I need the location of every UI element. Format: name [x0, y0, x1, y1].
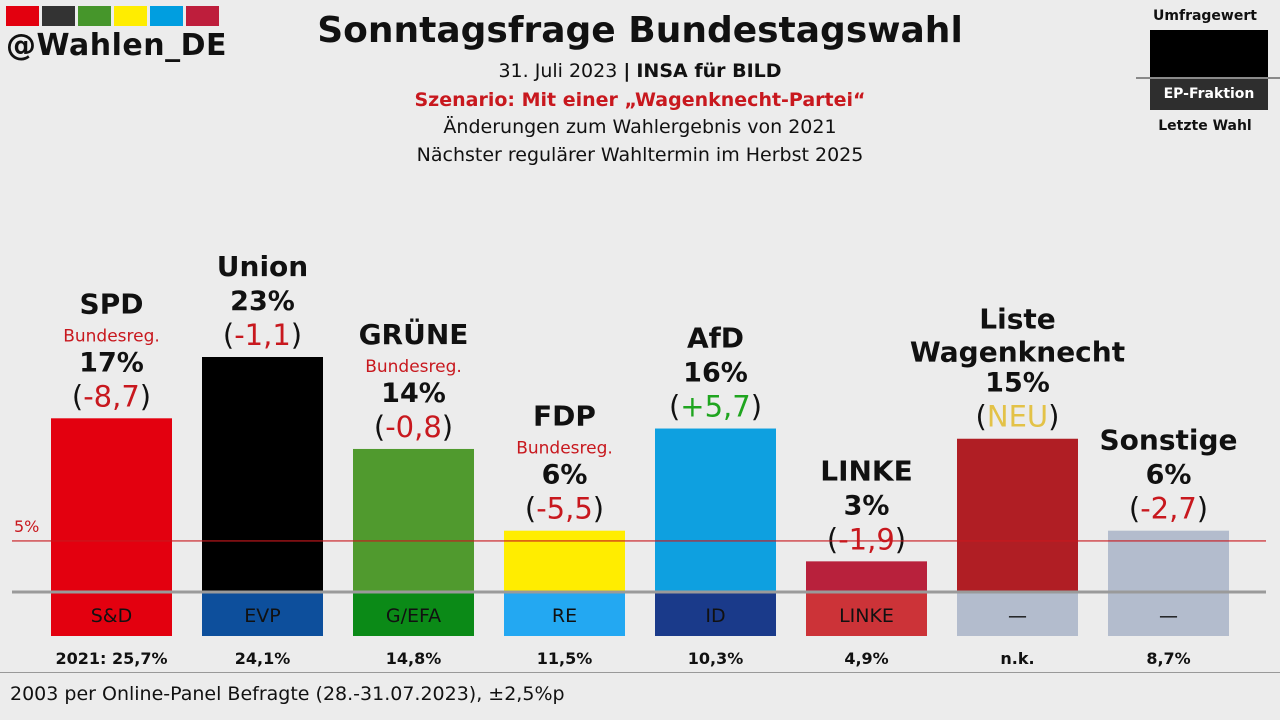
note-next-election: Nächster regulärer Wahltermin im Herbst … — [416, 144, 864, 166]
ep-group-label: ID — [705, 605, 725, 627]
change-label: (-0,8) — [374, 410, 453, 444]
bar-linke — [806, 561, 927, 592]
brand-handle: @Wahlen_DE — [6, 28, 228, 63]
party-name: Union — [217, 250, 308, 283]
legend-ep-label: EP-Fraktion — [1150, 79, 1268, 110]
value-label: 23% — [230, 286, 295, 317]
ep-group-label: S&D — [91, 605, 133, 627]
ep-group-box — [51, 592, 172, 636]
chart-title: Sonntagsfrage Bundestagswahl — [317, 10, 963, 51]
value-label: 6% — [542, 460, 588, 491]
government-label: Bundesreg. — [516, 439, 613, 459]
value-label: 14% — [381, 378, 446, 409]
change-label: (-2,7) — [1129, 492, 1208, 526]
brand-stripe — [186, 6, 219, 26]
brand-stripe — [6, 6, 39, 26]
change-label: (-5,5) — [525, 492, 604, 526]
government-label: Bundesreg. — [365, 357, 462, 377]
last-election-label: n.k. — [1000, 649, 1034, 668]
government-label: Bundesreg. — [63, 326, 160, 346]
legend-last-election-label: Letzte Wahl — [1158, 118, 1252, 134]
brand-stripes — [6, 6, 219, 26]
ep-group-box — [504, 592, 625, 636]
legend-bar-swatch — [1150, 30, 1268, 78]
bar-union — [202, 357, 323, 592]
ep-group-label: — — [1159, 605, 1178, 627]
last-election-label: 4,9% — [844, 649, 888, 668]
value-label: 15% — [985, 368, 1050, 399]
ep-group-box — [655, 592, 776, 636]
brand-stripe — [42, 6, 75, 26]
ep-group-box — [202, 592, 323, 636]
footer-note: 2003 per Online-Panel Befragte (28.-31.0… — [10, 683, 565, 705]
threshold-label: 5% — [14, 517, 39, 536]
ep-group-label: G/EFA — [386, 605, 441, 627]
poll-institute: INSA für BILD — [636, 60, 782, 82]
value-label: 16% — [683, 358, 748, 389]
brand-stripe — [150, 6, 183, 26]
last-election-label: 24,1% — [235, 649, 291, 668]
ep-group-label: RE — [552, 605, 577, 627]
poll-date: 31. Juli 2023 — [498, 60, 618, 82]
change-label: (-1,9) — [827, 522, 906, 556]
note-changes: Änderungen zum Wahlergebnis von 2021 — [443, 116, 837, 138]
bar-fdp — [504, 530, 625, 592]
last-election-label: 8,7% — [1146, 649, 1190, 668]
value-label: 17% — [79, 347, 144, 378]
brand-stripe — [78, 6, 111, 26]
bar-sonstige — [1108, 530, 1229, 592]
party-name: Wagenknecht — [910, 336, 1125, 369]
last-election-label: 14,8% — [386, 649, 442, 668]
ep-group-box — [806, 592, 927, 636]
party-name: FDP — [533, 400, 596, 433]
party-name: Sonstige — [1099, 424, 1237, 457]
last-election-label: 2021: 25,7% — [55, 649, 167, 668]
last-election-label: 10,3% — [688, 649, 744, 668]
ep-group-label: LINKE — [839, 605, 894, 627]
bar-afd — [655, 428, 776, 592]
bar-grüne — [353, 448, 474, 592]
party-name: LINKE — [820, 454, 913, 487]
brand-stripe — [114, 6, 147, 26]
party-name: Liste — [979, 303, 1055, 336]
change-label: (-1,1) — [223, 318, 302, 352]
bar-liste-wagenknecht — [957, 438, 1078, 592]
ep-group-label: EVP — [244, 605, 280, 627]
ep-group-box — [1108, 592, 1229, 636]
ep-group-box — [957, 592, 1078, 636]
ep-group-box — [353, 592, 474, 636]
change-label: (NEU) — [976, 400, 1060, 434]
value-label: 3% — [844, 490, 890, 521]
legend-poll-label: Umfragewert — [1153, 8, 1257, 24]
party-name: SPD — [80, 287, 144, 320]
chart-subtitle: 31. Juli 2023 | INSA für BILD — [0, 60, 1280, 82]
value-label: 6% — [1146, 460, 1192, 491]
party-name: AfD — [687, 322, 744, 355]
legend: Umfragewert EP-Fraktion Letzte Wahl — [1130, 0, 1280, 150]
bar-spd — [51, 418, 172, 592]
legend-baseline — [1136, 77, 1280, 79]
scenario-label: Szenario: Mit einer „Wagenknecht-Partei“ — [414, 89, 866, 111]
ep-group-label: — — [1008, 605, 1027, 627]
party-name: GRÜNE — [359, 317, 469, 351]
change-label: (-8,7) — [72, 379, 151, 413]
last-election-label: 11,5% — [537, 649, 593, 668]
change-label: (+5,7) — [669, 390, 762, 424]
footer-divider — [0, 672, 1280, 673]
subtitle-separator: | — [623, 60, 631, 82]
